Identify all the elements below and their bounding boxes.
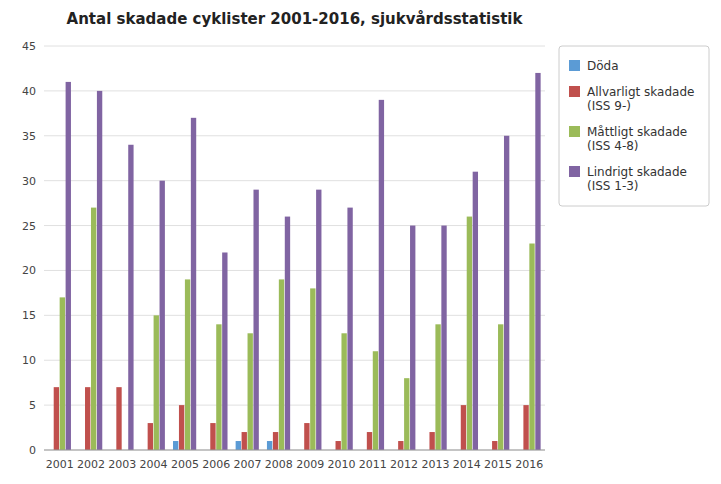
x-tick-label: 2016 xyxy=(515,458,543,471)
bars xyxy=(54,73,541,450)
legend-frame xyxy=(559,46,709,206)
legend-label: Döda xyxy=(587,59,619,73)
x-tick-label: 2015 xyxy=(484,458,512,471)
bar xyxy=(267,441,272,450)
bar xyxy=(242,432,247,450)
grid xyxy=(44,46,545,450)
x-axis-line xyxy=(44,450,545,451)
bar xyxy=(85,387,90,450)
x-tick-label: 2001 xyxy=(46,458,74,471)
bar xyxy=(285,217,290,450)
legend-swatch xyxy=(569,60,580,71)
bar xyxy=(154,315,159,450)
bar xyxy=(248,333,253,450)
bar xyxy=(529,244,534,450)
bar xyxy=(535,73,540,450)
bar xyxy=(316,190,321,450)
y-tick-label: 15 xyxy=(22,309,36,322)
chart-container: Antal skadade cyklister 2001-2016, sjukv… xyxy=(0,0,721,484)
y-tick-label: 10 xyxy=(22,354,36,367)
bar xyxy=(173,441,178,450)
bar xyxy=(179,405,184,450)
bar xyxy=(429,432,434,450)
bar xyxy=(347,208,352,450)
bar xyxy=(253,190,258,450)
legend: Döda Allvarligt skadade(ISS 9-) Måttligt s… xyxy=(559,46,709,206)
x-tick-label: 2009 xyxy=(296,458,324,471)
bar xyxy=(116,387,121,450)
x-tick-label: 2008 xyxy=(265,458,293,471)
bar xyxy=(66,82,71,450)
bar xyxy=(523,405,528,450)
x-tick-label: 2011 xyxy=(359,458,387,471)
bar xyxy=(441,226,446,450)
bar xyxy=(341,333,346,450)
bar xyxy=(236,441,241,450)
bar xyxy=(473,172,478,450)
x-tick-label: 2007 xyxy=(234,458,262,471)
bar xyxy=(54,387,59,450)
bar xyxy=(373,351,378,450)
bar xyxy=(185,279,190,450)
bar xyxy=(210,423,215,450)
grid-line xyxy=(44,46,545,47)
x-tick-label: 2005 xyxy=(171,458,199,471)
bar xyxy=(410,226,415,450)
bar xyxy=(279,279,284,450)
bar xyxy=(336,441,341,450)
bar xyxy=(435,324,440,450)
bar xyxy=(222,252,227,450)
x-tick-label: 2014 xyxy=(453,458,481,471)
x-tick-label: 2006 xyxy=(202,458,230,471)
bar xyxy=(60,297,65,450)
grid-line xyxy=(44,180,545,181)
chart-svg: Antal skadade cyklister 2001-2016, sjukv… xyxy=(0,0,721,484)
y-tick-label: 25 xyxy=(22,220,36,233)
bar xyxy=(273,432,278,450)
bar xyxy=(492,441,497,450)
bar xyxy=(128,145,133,450)
bar xyxy=(304,423,309,450)
bar xyxy=(461,405,466,450)
x-tick-label: 2003 xyxy=(108,458,136,471)
y-tick-label: 35 xyxy=(22,130,36,143)
y-tick-label: 5 xyxy=(29,399,36,412)
y-tick-label: 0 xyxy=(29,444,36,457)
bar xyxy=(148,423,153,450)
x-tick-label: 2012 xyxy=(390,458,418,471)
y-tick-label: 40 xyxy=(22,85,36,98)
chart-title: Antal skadade cyklister 2001-2016, sjukv… xyxy=(67,10,524,28)
x-tick-label: 2002 xyxy=(77,458,105,471)
bar xyxy=(191,118,196,450)
bar xyxy=(404,378,409,450)
x-tick-label: 2004 xyxy=(140,458,168,471)
bar xyxy=(504,136,509,450)
bar xyxy=(498,324,503,450)
y-tick-label: 30 xyxy=(22,175,36,188)
legend-swatch xyxy=(569,126,580,137)
bar xyxy=(216,324,221,450)
legend-swatch xyxy=(569,86,580,97)
x-tick-label: 2010 xyxy=(327,458,355,471)
bar xyxy=(379,100,384,450)
y-tick-label: 20 xyxy=(22,264,36,277)
bar xyxy=(367,432,372,450)
bar xyxy=(160,181,165,450)
legend-label: Allvarligt skadade(ISS 9-) xyxy=(587,85,694,113)
legend-swatch xyxy=(569,166,580,177)
grid-line xyxy=(44,135,545,136)
x-tick-label: 2013 xyxy=(421,458,449,471)
bar xyxy=(310,288,315,450)
bar xyxy=(398,441,403,450)
bar xyxy=(467,217,472,450)
grid-line xyxy=(44,90,545,91)
y-tick-label: 45 xyxy=(22,40,36,53)
bar xyxy=(91,208,96,450)
legend-label: Måttligt skadade(ISS 4-8) xyxy=(587,125,687,153)
legend-label: Lindrigt skadade(ISS 1-3) xyxy=(587,165,687,193)
bar xyxy=(97,91,102,450)
grid-line xyxy=(44,450,545,451)
